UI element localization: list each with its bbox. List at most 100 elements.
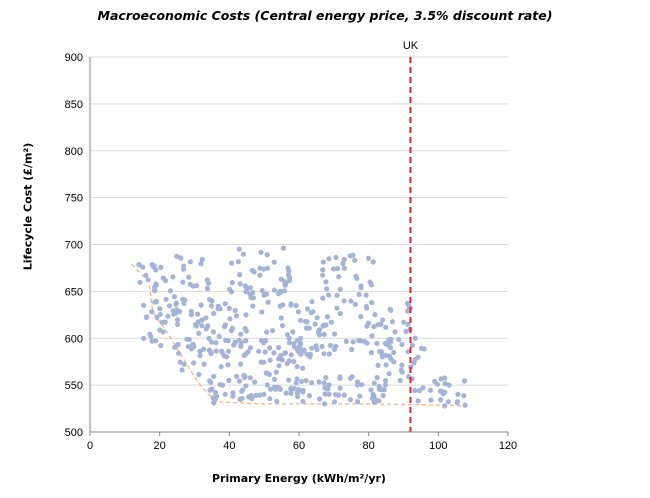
data-point-291 bbox=[287, 275, 293, 281]
data-point-228 bbox=[233, 313, 240, 319]
data-point-77 bbox=[203, 315, 209, 321]
data-point-190 bbox=[236, 337, 242, 343]
data-point-280 bbox=[250, 290, 256, 296]
data-point-316 bbox=[271, 350, 277, 356]
data-point-290 bbox=[229, 260, 235, 266]
data-point-320 bbox=[298, 340, 304, 346]
data-point-86 bbox=[153, 298, 160, 305]
data-point-435 bbox=[399, 341, 405, 347]
data-point-244 bbox=[223, 337, 229, 343]
data-point-388 bbox=[352, 301, 358, 307]
data-point-370 bbox=[389, 319, 395, 325]
data-point-163 bbox=[230, 390, 236, 396]
data-point-468 bbox=[363, 292, 369, 298]
data-point-250 bbox=[271, 259, 277, 265]
data-point-469 bbox=[367, 279, 373, 285]
data-point-107 bbox=[179, 367, 185, 373]
data-point-483 bbox=[412, 387, 418, 394]
y-tick-label-500: 500 bbox=[65, 427, 83, 439]
data-point-204 bbox=[288, 302, 294, 308]
data-point-505 bbox=[445, 399, 451, 405]
data-point-336 bbox=[382, 382, 389, 388]
data-point-350 bbox=[303, 378, 309, 384]
data-point-237 bbox=[229, 325, 235, 331]
data-point-196 bbox=[284, 332, 291, 338]
data-point-297 bbox=[291, 358, 297, 365]
data-point-453 bbox=[323, 279, 329, 285]
x-tick-label-120: 120 bbox=[499, 440, 517, 452]
data-point-418 bbox=[358, 314, 364, 320]
data-point-322 bbox=[258, 359, 264, 365]
data-point-310 bbox=[282, 350, 289, 356]
data-point-486 bbox=[383, 377, 389, 384]
data-point-231 bbox=[295, 309, 301, 315]
data-point-103 bbox=[213, 348, 219, 354]
data-point-372 bbox=[349, 346, 355, 353]
data-point-73 bbox=[158, 342, 164, 349]
data-point-314 bbox=[297, 335, 304, 341]
data-point-427 bbox=[391, 349, 397, 356]
data-point-83 bbox=[144, 314, 150, 320]
data-point-224 bbox=[211, 310, 217, 316]
y-tick-label-650: 650 bbox=[65, 286, 83, 298]
data-point-275 bbox=[237, 272, 243, 278]
data-point-345 bbox=[347, 397, 353, 403]
data-point-127 bbox=[257, 392, 263, 398]
data-point-518 bbox=[461, 378, 468, 384]
data-point-510 bbox=[428, 397, 434, 403]
data-point-36 bbox=[199, 256, 205, 262]
data-point-487 bbox=[399, 362, 405, 368]
data-point-7 bbox=[140, 264, 146, 270]
data-point-216 bbox=[304, 352, 310, 358]
data-point-354 bbox=[349, 374, 355, 380]
data-point-366 bbox=[376, 398, 382, 404]
data-point-246 bbox=[293, 303, 299, 309]
data-point-351 bbox=[322, 391, 328, 397]
data-point-201 bbox=[222, 301, 228, 307]
data-point-498 bbox=[386, 371, 392, 377]
data-point-75 bbox=[213, 340, 219, 346]
data-point-93 bbox=[205, 323, 211, 329]
data-point-161 bbox=[239, 395, 245, 402]
data-point-292 bbox=[243, 289, 249, 295]
data-point-90 bbox=[196, 330, 202, 336]
data-point-220 bbox=[275, 344, 282, 351]
data-point-166 bbox=[222, 391, 228, 397]
reference-line: UK bbox=[403, 40, 419, 432]
data-point-343 bbox=[354, 379, 361, 385]
data-point-420 bbox=[387, 345, 394, 351]
data-point-423 bbox=[303, 325, 310, 331]
data-point-256 bbox=[280, 245, 286, 251]
data-point-241 bbox=[262, 349, 268, 355]
data-point-496 bbox=[391, 359, 397, 365]
data-point-489 bbox=[396, 336, 402, 343]
data-point-78 bbox=[199, 323, 205, 329]
data-point-165 bbox=[253, 392, 259, 398]
data-point-362 bbox=[326, 382, 332, 388]
data-point-346 bbox=[306, 393, 313, 399]
data-point-31 bbox=[150, 263, 156, 269]
data-point-194 bbox=[219, 348, 225, 354]
data-point-444 bbox=[333, 254, 339, 261]
data-point-288 bbox=[229, 280, 235, 286]
data-point-193 bbox=[270, 328, 276, 334]
data-point-323 bbox=[256, 348, 262, 354]
data-point-305 bbox=[267, 345, 273, 351]
data-point-462 bbox=[335, 266, 341, 272]
data-point-438 bbox=[368, 350, 374, 356]
data-point-463 bbox=[320, 295, 326, 301]
data-point-34 bbox=[194, 283, 200, 289]
data-point-248 bbox=[277, 303, 283, 309]
data-point-324 bbox=[300, 365, 306, 371]
data-point-52 bbox=[198, 302, 204, 308]
data-point-123 bbox=[208, 351, 214, 357]
data-point-318 bbox=[279, 357, 285, 363]
y-tick-label-900: 900 bbox=[65, 52, 83, 64]
data-point-374 bbox=[403, 328, 409, 335]
data-point-74 bbox=[209, 298, 215, 304]
data-point-458 bbox=[341, 265, 347, 271]
data-point-364 bbox=[299, 378, 305, 384]
data-point-516 bbox=[439, 388, 445, 394]
data-point-481 bbox=[381, 387, 387, 393]
